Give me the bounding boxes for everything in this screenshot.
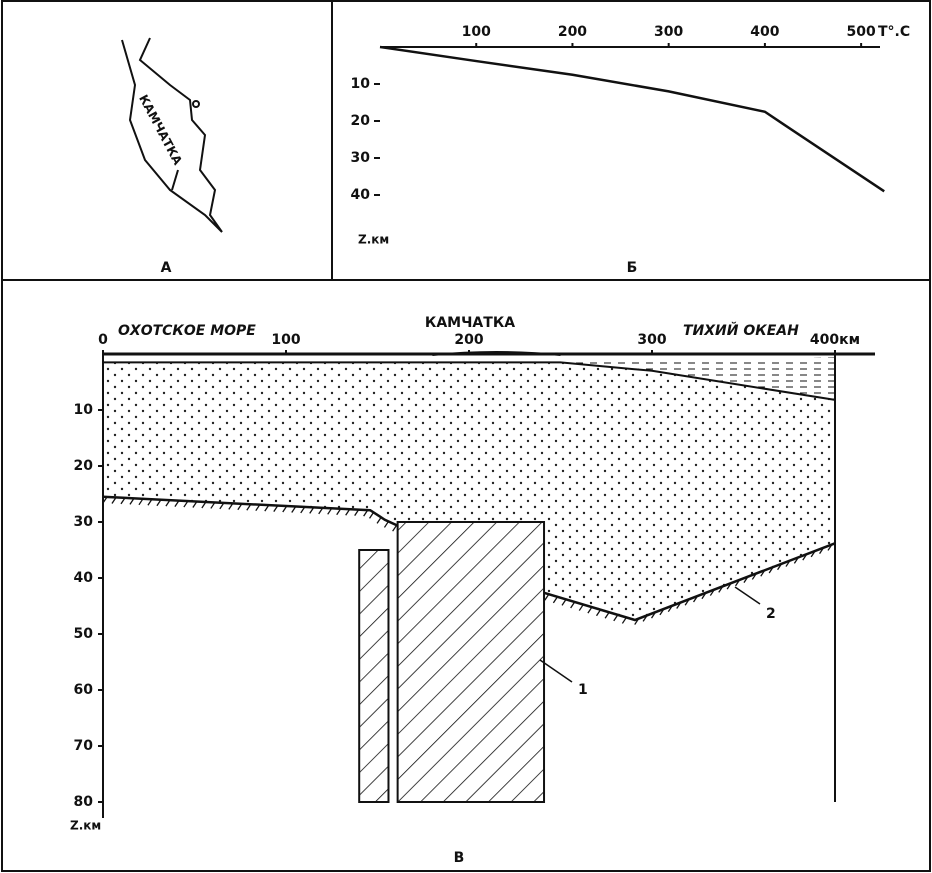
y-tick-label: 20 [74, 458, 94, 474]
moho-hatch [370, 512, 374, 518]
map-panel: КАМЧАТКА А [122, 38, 222, 276]
x-tick-label: 100 [271, 332, 300, 348]
moho-hatch [384, 521, 388, 527]
moho-hatch [614, 615, 618, 621]
leader-2 [735, 587, 760, 604]
temperature-line [380, 47, 884, 191]
x-tick-label: 200 [454, 332, 483, 348]
x-tick-label: 0 [98, 332, 108, 348]
profile-line [172, 170, 178, 190]
moho-hatch [622, 617, 626, 623]
y-tick-label: 20 [351, 113, 371, 129]
region-label: ОХОТСКОЕ МОРЕ [118, 323, 256, 339]
x-tick-label: 500 [847, 24, 876, 40]
moho-hatch [377, 517, 381, 523]
x-tick-label: 400 [750, 24, 779, 40]
panel-caption: А [161, 260, 172, 276]
moho-hatch [553, 597, 557, 603]
map-marker [193, 101, 199, 107]
y-tick-label: 50 [74, 626, 94, 642]
x-tick-label: 300 [654, 24, 683, 40]
figure: КАМЧАТКА А 100200300400500T°.C10203040Z.… [0, 0, 932, 873]
y-tick-label: 40 [351, 187, 371, 203]
y-tick-label: 80 [74, 794, 94, 810]
page: {"map": {"label": "КАМЧАТКА", "caption":… [0, 0, 932, 873]
moho-hatch [597, 610, 601, 616]
y-tick-label: 10 [74, 402, 94, 418]
block-label: 1 [578, 682, 588, 698]
y-tick-label: 30 [351, 150, 371, 166]
x-tick-label: 400км [810, 332, 860, 348]
moho-hatch [579, 605, 583, 611]
y-tick-label: 10 [351, 76, 371, 92]
y-axis-label: Z.км [358, 233, 389, 247]
region-label: КАМЧАТКА [425, 315, 515, 331]
moho-hatch [393, 525, 397, 531]
moho-label: 2 [766, 606, 776, 622]
moho-hatch [562, 599, 566, 605]
block-hatch [398, 522, 544, 802]
x-tick-label: 200 [558, 24, 587, 40]
moho-hatch [545, 594, 549, 600]
y-tick-label: 60 [74, 682, 94, 698]
y-tick-label: 30 [74, 514, 94, 530]
y-tick-label: 70 [74, 738, 94, 754]
x-tick-label: 100 [462, 24, 491, 40]
block-hatch [359, 550, 388, 802]
x-tick-label: 300 [637, 332, 666, 348]
moho-hatch [605, 612, 609, 618]
x-axis-label: T°.C [878, 24, 910, 40]
y-axis-label: Z.км [70, 819, 101, 833]
panel-caption: Б [627, 260, 638, 276]
moho-hatch [571, 602, 575, 608]
y-tick-label: 40 [74, 570, 94, 586]
panel-caption: В [454, 850, 465, 866]
region-label: ТИХИЙ ОКЕАН [683, 322, 799, 339]
moho-hatch [588, 607, 592, 613]
